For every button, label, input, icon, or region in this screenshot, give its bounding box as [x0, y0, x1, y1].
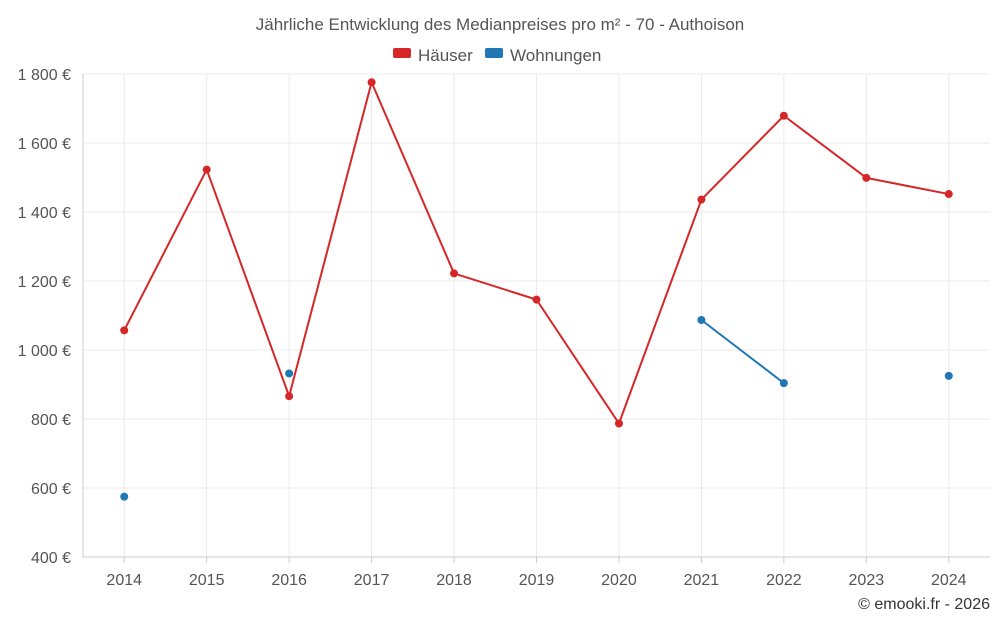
data-point-haeuser[interactable]: [862, 173, 871, 182]
x-tick-label: 2015: [189, 572, 225, 589]
y-tick-label: 1 200 €: [18, 274, 71, 291]
data-point-haeuser[interactable]: [779, 111, 788, 120]
x-tick-label: 2017: [354, 572, 390, 589]
legend-item-wohnungen[interactable]: Wohnungen: [485, 46, 601, 65]
data-point-wohnungen[interactable]: [120, 492, 129, 501]
y-tick-label: 600 €: [31, 481, 71, 498]
data-point-haeuser[interactable]: [367, 78, 376, 87]
data-point-wohnungen[interactable]: [779, 379, 788, 388]
series: [120, 78, 953, 501]
x-tick-label: 2019: [519, 572, 555, 589]
legend-swatch-haeuser: [393, 48, 411, 58]
x-tick-label: 2016: [271, 572, 307, 589]
data-point-haeuser[interactable]: [285, 392, 294, 401]
y-tick-label: 400 €: [31, 550, 71, 567]
x-tick-label: 2024: [931, 572, 967, 589]
data-point-wohnungen[interactable]: [944, 371, 953, 380]
data-point-wohnungen[interactable]: [285, 369, 294, 378]
chart-title: Jährliche Entwicklung des Medianpreises …: [256, 15, 745, 34]
data-point-haeuser[interactable]: [614, 419, 623, 428]
legend-swatch-wohnungen: [485, 48, 503, 58]
y-tick-label: 1 400 €: [18, 205, 71, 222]
y-tick-label: 1 600 €: [18, 136, 71, 153]
data-point-haeuser[interactable]: [450, 269, 459, 278]
legend-label-haeuser: Häuser: [418, 46, 473, 65]
data-point-haeuser[interactable]: [532, 295, 541, 304]
x-tick-label: 2018: [436, 572, 472, 589]
legend: Häuser Wohnungen: [393, 46, 601, 65]
x-tick-label: 2021: [684, 572, 720, 589]
legend-label-wohnungen: Wohnungen: [510, 46, 601, 65]
series-line-wohnungen: [700, 319, 785, 384]
x-tick-label: 2023: [849, 572, 885, 589]
y-tick-label: 1 000 €: [18, 343, 71, 360]
x-tick-label: 2022: [766, 572, 802, 589]
credit-text: © emooki.fr - 2026: [858, 596, 990, 613]
x-tick-label: 2014: [106, 572, 142, 589]
gridlines: [83, 73, 990, 557]
y-tick-label: 1 800 €: [18, 67, 71, 84]
data-point-haeuser[interactable]: [202, 165, 211, 174]
axes: 400 € 600 € 800 € 1 000 € 1 200 € 1 400 € 1 60…: [18, 67, 990, 589]
data-point-haeuser[interactable]: [944, 190, 953, 199]
legend-item-haeuser[interactable]: Häuser: [393, 46, 473, 65]
y-tick-label: 800 €: [31, 412, 71, 429]
data-point-wohnungen[interactable]: [697, 315, 706, 324]
x-tick-label: 2020: [601, 572, 637, 589]
data-point-haeuser[interactable]: [120, 326, 129, 335]
data-point-haeuser[interactable]: [697, 195, 706, 204]
